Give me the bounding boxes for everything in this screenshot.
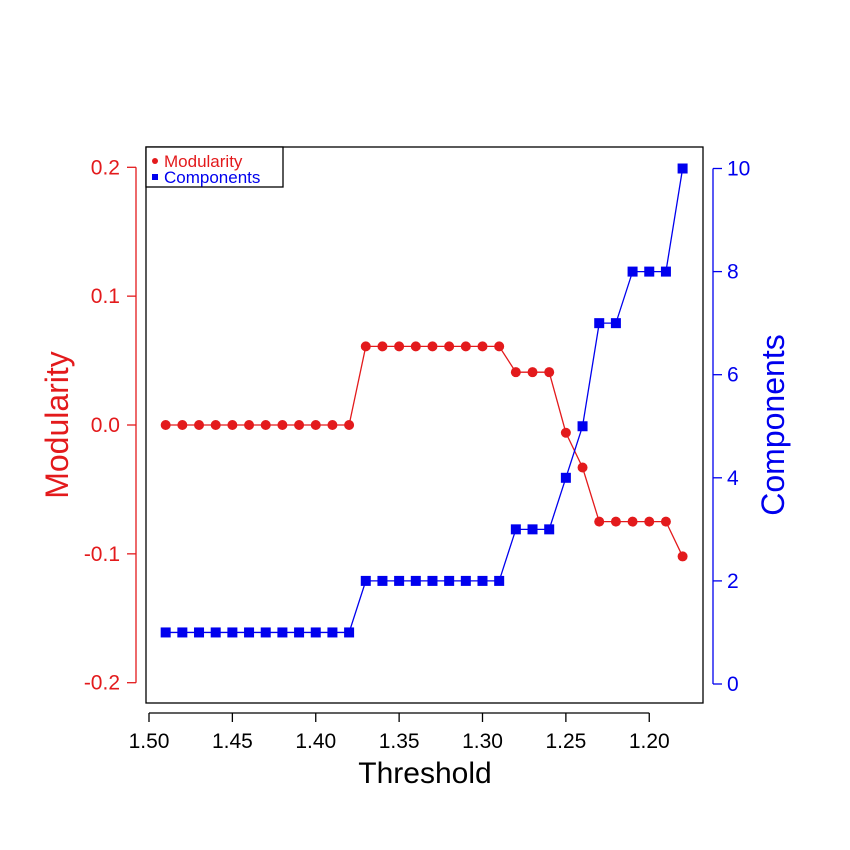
- components-point: [210, 627, 221, 638]
- legend-label-modularity: Modularity: [164, 152, 243, 171]
- modularity-point: [160, 420, 171, 430]
- modularity-point: [427, 341, 438, 352]
- components-point: [444, 575, 455, 586]
- y-left-tick-label: -0.1: [84, 543, 120, 566]
- modularity-point: [444, 341, 455, 352]
- modularity-point: [277, 420, 288, 430]
- x-tick-label: 1.45: [212, 730, 253, 753]
- modularity-point: [644, 516, 655, 527]
- modularity-point: [610, 516, 621, 527]
- y-axis-label-left: Modularity: [39, 351, 75, 499]
- y-left-tick-label: 0.0: [91, 414, 120, 437]
- components-point: [610, 318, 621, 329]
- modularity-point: [377, 341, 388, 352]
- legend-marker-modularity: [152, 158, 158, 164]
- y-right-tick-label: 8: [727, 261, 739, 284]
- components-point: [544, 524, 555, 535]
- components-point: [510, 524, 521, 535]
- modularity-point: [327, 420, 338, 430]
- x-axis-label: Threshold: [358, 757, 491, 790]
- components-point: [294, 627, 305, 638]
- components-point: [194, 627, 205, 638]
- modularity-point: [510, 367, 521, 378]
- components-point: [344, 627, 355, 638]
- components-point: [494, 575, 505, 586]
- components-point: [394, 575, 405, 586]
- y-left-tick-label: 0.2: [91, 156, 120, 179]
- y-axis-label-right: Components: [755, 334, 791, 515]
- modularity-line: [165, 345, 684, 557]
- modularity-point: [294, 420, 305, 430]
- components-point: [594, 318, 605, 329]
- y-left-tick-label: -0.2: [84, 672, 120, 695]
- components-point: [277, 627, 288, 638]
- modularity-point: [577, 462, 588, 473]
- x-tick-label: 1.35: [379, 730, 420, 753]
- x-tick-label: 1.40: [295, 730, 336, 753]
- modularity-point: [677, 551, 688, 562]
- modularity-point: [560, 427, 571, 438]
- modularity-point: [594, 516, 605, 527]
- legend-marker-components: [152, 174, 158, 180]
- modularity-point: [410, 341, 421, 352]
- legend-box: [145, 146, 284, 188]
- modularity-point: [527, 367, 538, 378]
- components-point: [660, 266, 671, 277]
- modularity-point: [544, 367, 555, 378]
- components-point: [427, 575, 438, 586]
- legend-label-components: Components: [164, 168, 260, 187]
- components-point: [177, 627, 188, 638]
- y-left-tick-label: 0.1: [91, 285, 120, 308]
- x-tick-label: 1.30: [462, 730, 503, 753]
- components-point: [644, 266, 655, 277]
- modularity-point: [360, 341, 371, 352]
- components-point: [677, 163, 688, 174]
- components-point: [310, 627, 321, 638]
- modularity-point: [194, 420, 205, 430]
- modularity-point: [660, 516, 671, 527]
- components-point: [527, 524, 538, 535]
- components-point: [377, 575, 388, 586]
- plot-frame: [145, 146, 704, 704]
- components-point: [160, 627, 171, 638]
- components-point: [627, 266, 638, 277]
- components-point: [560, 472, 571, 483]
- modularity-point: [244, 420, 255, 430]
- components-line: [165, 168, 684, 634]
- modularity-point: [310, 420, 321, 430]
- modularity-point: [344, 420, 355, 430]
- components-point: [577, 421, 588, 432]
- y-right-tick-label: 10: [727, 158, 750, 181]
- modularity-point: [477, 341, 488, 352]
- y-right-tick-label: 0: [727, 673, 739, 696]
- components-point: [260, 627, 271, 638]
- x-tick-label: 1.25: [545, 730, 586, 753]
- modularity-point: [494, 341, 505, 352]
- x-tick-label: 1.50: [129, 730, 170, 753]
- modularity-point: [177, 420, 188, 430]
- components-point: [244, 627, 255, 638]
- y-right-tick-label: 2: [727, 570, 739, 593]
- components-point: [327, 627, 338, 638]
- modularity-point: [627, 516, 638, 527]
- y-right-tick-label: 6: [727, 364, 739, 387]
- modularity-point: [260, 420, 271, 430]
- modularity-point: [227, 420, 238, 430]
- components-point: [360, 575, 371, 586]
- components-point: [460, 575, 471, 586]
- components-point: [410, 575, 421, 586]
- y-right-tick-label: 4: [727, 467, 739, 490]
- modularity-point: [210, 420, 221, 430]
- components-point: [227, 627, 238, 638]
- modularity-point: [394, 341, 405, 352]
- x-tick-label: 1.20: [629, 730, 670, 753]
- components-point: [477, 575, 488, 586]
- modularity-point: [460, 341, 471, 352]
